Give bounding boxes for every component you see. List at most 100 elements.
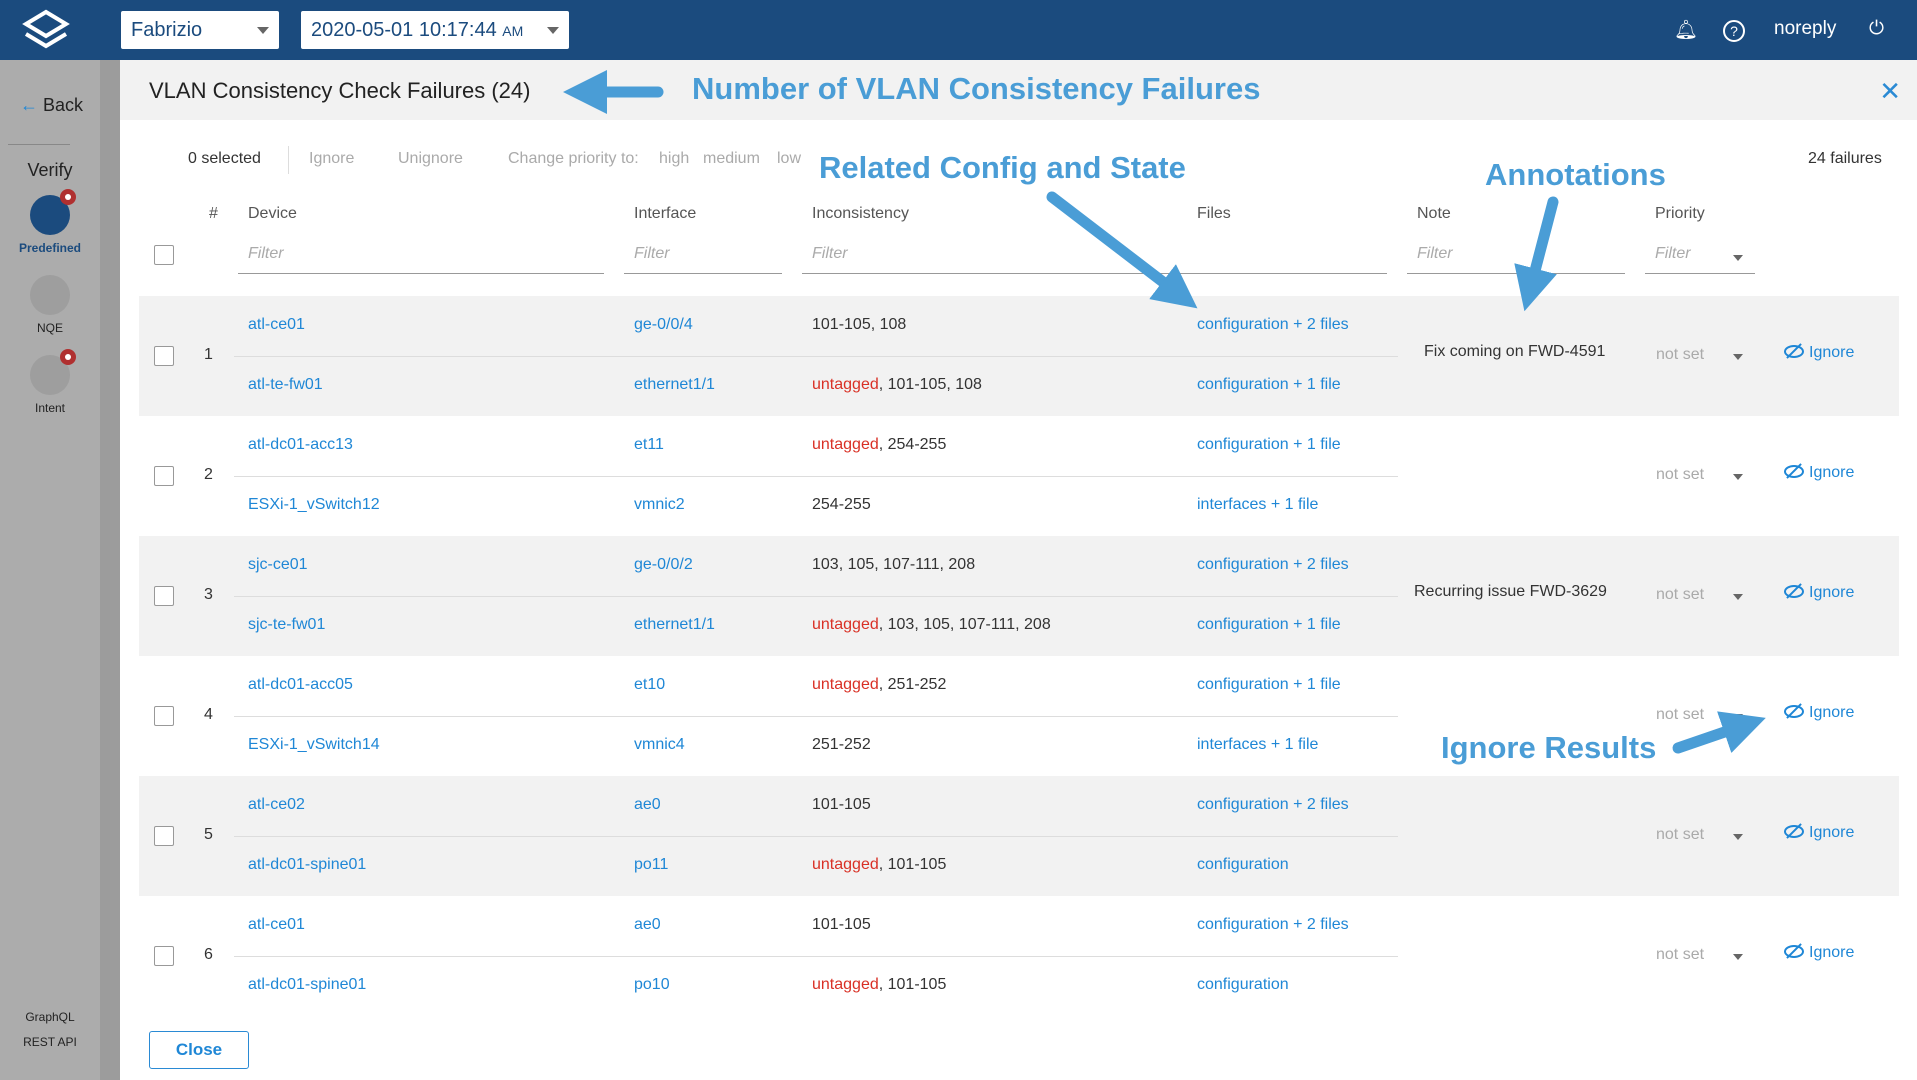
ignore-button[interactable]: Ignore — [1784, 823, 1854, 842]
files-link[interactable]: configuration + 1 file — [1197, 676, 1341, 693]
app-logo-icon[interactable] — [18, 8, 74, 52]
device-link[interactable]: atl-ce01 — [248, 916, 305, 933]
bell-icon[interactable]: 🔔︎ — [1674, 20, 1699, 41]
nqe-icon[interactable] — [30, 275, 70, 315]
files-link[interactable]: configuration + 1 file — [1197, 376, 1341, 393]
files-link[interactable]: interfaces + 1 file — [1197, 496, 1319, 513]
row-checkbox[interactable] — [154, 466, 174, 486]
chevron-down-icon[interactable] — [1733, 714, 1743, 720]
sidebar-item-rest-api[interactable]: REST API — [23, 1035, 77, 1049]
files-link[interactable]: interfaces + 1 file — [1197, 736, 1319, 753]
files-link[interactable]: configuration + 2 files — [1197, 556, 1349, 573]
interface-link[interactable]: et11 — [634, 436, 664, 453]
interface-link[interactable]: vmnic4 — [634, 736, 685, 753]
priority-medium-button[interactable]: medium — [703, 150, 760, 167]
device-link[interactable]: ESXi-1_vSwitch14 — [248, 736, 380, 753]
device-link[interactable]: atl-dc01-acc13 — [248, 436, 353, 453]
predefined-icon[interactable] — [30, 189, 76, 235]
files-link[interactable]: configuration + 2 files — [1197, 916, 1349, 933]
priority-select[interactable]: not set — [1656, 346, 1705, 363]
priority-filter[interactable]: Filter — [1645, 240, 1755, 274]
select-all-checkbox[interactable] — [154, 245, 174, 265]
priority-select[interactable]: not set — [1656, 466, 1705, 483]
interface-link[interactable]: ae0 — [634, 796, 661, 813]
note-filter[interactable]: Filter — [1407, 240, 1625, 274]
network-select[interactable]: Fabrizio — [121, 11, 279, 49]
sidebar-item-nqe[interactable]: NQE — [36, 321, 63, 335]
priority-select[interactable]: not set — [1656, 826, 1705, 843]
device-link[interactable]: atl-ce01 — [248, 316, 305, 333]
snapshot-select[interactable]: 2020-05-01 10:17:44 AM — [301, 11, 569, 49]
files-link[interactable]: configuration — [1197, 856, 1289, 873]
interface-link[interactable]: ae0 — [634, 916, 661, 933]
power-icon[interactable]: ⏻ — [1869, 18, 1885, 39]
row-checkbox[interactable] — [154, 586, 174, 606]
unignore-selected-button[interactable]: Unignore — [398, 150, 463, 167]
device-link[interactable]: ESXi-1_vSwitch12 — [248, 496, 380, 513]
close-icon[interactable]: ✕ — [1879, 76, 1901, 106]
interface-link[interactable]: ethernet1/1 — [634, 376, 715, 393]
close-button[interactable]: Close — [149, 1031, 249, 1069]
row-checkbox[interactable] — [154, 946, 174, 966]
ignore-selected-button[interactable]: Ignore — [309, 150, 355, 167]
chevron-down-icon[interactable] — [1733, 834, 1743, 840]
back-button[interactable]: ← Back — [20, 95, 83, 116]
interface-link[interactable]: ge-0/0/2 — [634, 556, 693, 573]
row-checkbox[interactable] — [154, 826, 174, 846]
col-interface[interactable]: Interface — [634, 205, 697, 222]
device-link[interactable]: sjc-te-fw01 — [248, 616, 326, 633]
sidebar-item-graphql[interactable]: GraphQL — [25, 1010, 75, 1024]
row-checkbox[interactable] — [154, 346, 174, 366]
priority-select[interactable]: not set — [1656, 946, 1705, 963]
chevron-down-icon[interactable] — [1733, 474, 1743, 480]
row-checkbox[interactable] — [154, 706, 174, 726]
col-files[interactable]: Files — [1197, 205, 1231, 222]
ignore-button[interactable]: Ignore — [1784, 343, 1854, 362]
col-priority[interactable]: Priority — [1655, 205, 1705, 222]
col-note[interactable]: Note — [1417, 205, 1451, 222]
col-inconsistency[interactable]: Inconsistency — [812, 205, 909, 222]
inconsistency: 101-105 — [812, 916, 871, 934]
ignore-button[interactable]: Ignore — [1784, 463, 1854, 482]
interface-link[interactable]: ethernet1/1 — [634, 616, 715, 633]
priority-select[interactable]: not set — [1656, 706, 1705, 723]
chevron-down-icon[interactable] — [1733, 594, 1743, 600]
col-device[interactable]: Device — [248, 205, 297, 222]
files-link[interactable]: configuration + 2 files — [1197, 796, 1349, 813]
ignore-button[interactable]: Ignore — [1784, 943, 1854, 962]
username[interactable]: noreply — [1774, 18, 1837, 39]
interface-filter[interactable]: Filter — [624, 240, 782, 274]
interface-link[interactable]: po10 — [634, 976, 670, 993]
ignore-button[interactable]: Ignore — [1784, 703, 1854, 722]
chevron-down-icon[interactable] — [1733, 954, 1743, 960]
note[interactable]: Fix coming on FWD-4591 — [1424, 343, 1606, 360]
device-link[interactable]: atl-dc01-acc05 — [248, 676, 353, 693]
files-link[interactable]: configuration + 1 file — [1197, 616, 1341, 633]
intent-icon[interactable] — [30, 349, 76, 395]
note[interactable]: Recurring issue FWD-3629 — [1414, 583, 1607, 600]
priority-low-button[interactable]: low — [777, 150, 802, 167]
priority-high-button[interactable]: high — [659, 150, 690, 167]
device-link[interactable]: sjc-ce01 — [248, 556, 308, 573]
ignore-button[interactable]: Ignore — [1784, 583, 1854, 602]
interface-link[interactable]: ge-0/0/4 — [634, 316, 693, 333]
sidebar: ← Back Verify Predefined NQE Intent Grap… — [0, 60, 100, 1080]
interface-link[interactable]: po11 — [634, 856, 669, 873]
interface-link[interactable]: vmnic2 — [634, 496, 685, 513]
inconsistency-filter[interactable]: Filter — [802, 240, 1387, 274]
device-link[interactable]: atl-ce02 — [248, 796, 305, 813]
chevron-down-icon[interactable] — [1733, 354, 1743, 360]
sidebar-item-predefined[interactable]: Predefined — [18, 241, 81, 255]
files-link[interactable]: configuration + 2 files — [1197, 316, 1349, 333]
device-link[interactable]: atl-dc01-spine01 — [248, 976, 367, 993]
files-link[interactable]: configuration — [1197, 976, 1289, 993]
device-link[interactable]: atl-dc01-spine01 — [248, 856, 367, 873]
sidebar-item-intent[interactable]: Intent — [34, 401, 66, 415]
help-icon[interactable]: ? — [1723, 20, 1745, 42]
eye-off-icon — [1784, 943, 1804, 959]
priority-select[interactable]: not set — [1656, 586, 1705, 603]
device-link[interactable]: atl-te-fw01 — [248, 376, 323, 393]
files-link[interactable]: configuration + 1 file — [1197, 436, 1341, 453]
device-filter[interactable]: Filter — [238, 240, 604, 274]
interface-link[interactable]: et10 — [634, 676, 666, 693]
